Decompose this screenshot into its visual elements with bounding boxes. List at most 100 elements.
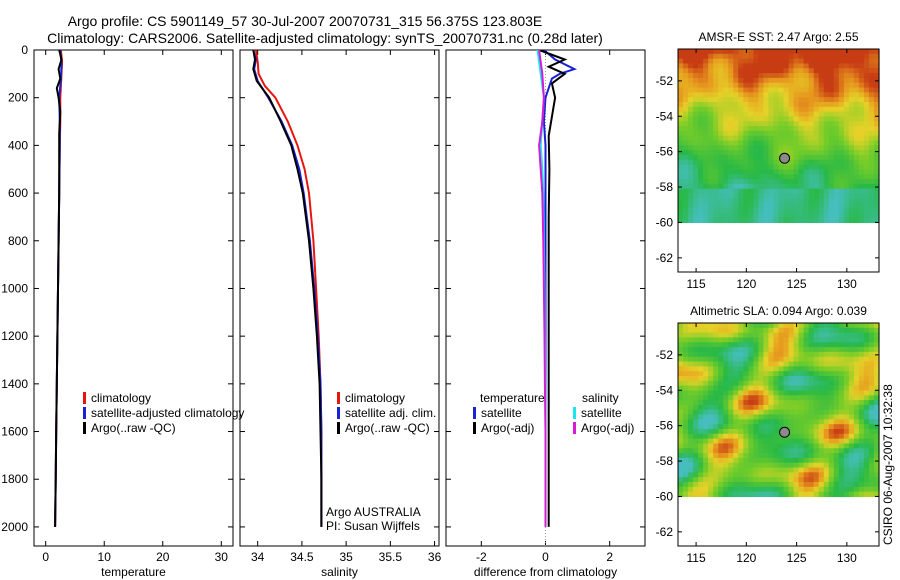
sla_map-cell — [678, 433, 684, 440]
sla_map-cell — [773, 380, 780, 387]
sla_map-cell — [678, 443, 684, 449]
sla_map-cell — [768, 380, 775, 387]
sla_map-cell — [733, 404, 739, 411]
sst_map-cell — [803, 121, 810, 127]
sla_map-cell — [748, 414, 754, 420]
sla_map-cell — [693, 332, 699, 339]
sst_map-cell — [823, 203, 830, 209]
sla_map-cell — [788, 376, 795, 382]
sla_map-cell — [798, 342, 805, 348]
sst_map-cell — [723, 82, 729, 89]
sla_map-cell — [738, 448, 744, 454]
sst_map-cell — [738, 193, 744, 199]
sla_map-cell — [833, 448, 840, 454]
sst_map-cell — [753, 169, 760, 175]
sst_map-cell — [723, 140, 729, 146]
sst_map-cell — [758, 130, 765, 137]
sst_map-cell — [708, 164, 714, 171]
sst_map-cell — [743, 203, 749, 209]
sla_map-cell — [723, 462, 729, 469]
sst_map-cell — [833, 49, 840, 55]
sst_map-cell — [718, 73, 724, 79]
sla_map-cell — [798, 380, 805, 387]
sst_map-cell — [858, 73, 865, 79]
sst_map-cell — [708, 203, 714, 209]
sla_map-cell — [723, 323, 729, 329]
sla_map-cell — [728, 337, 734, 343]
sst_map-cell — [833, 159, 840, 166]
sst_map-cell — [763, 111, 770, 118]
sla_map-cell — [713, 448, 719, 454]
sst_map-cell — [768, 140, 775, 146]
sla_map-cell — [873, 356, 880, 363]
sla_map-cell — [733, 395, 739, 401]
sst_map-cell — [753, 130, 760, 137]
sst_map-cell — [728, 77, 734, 84]
sst_map-cell — [803, 154, 810, 161]
sst_map-cell — [843, 77, 850, 84]
sla_map-cell — [818, 477, 825, 483]
sla_map-cell — [813, 400, 820, 406]
sla_map-cell — [793, 453, 800, 459]
sst_map-cell — [723, 92, 729, 98]
sst_map-cell — [773, 198, 780, 204]
sst_map-cell — [788, 198, 795, 204]
sst_map-cell — [728, 53, 734, 60]
sst_map-cell — [823, 58, 830, 65]
sst_map-cell — [773, 121, 780, 127]
sst_map-cell — [818, 102, 825, 108]
sla_map-cell — [718, 462, 724, 469]
sst_map-cell — [818, 203, 825, 209]
sst_map-cell — [728, 217, 734, 224]
sst_map-cell — [698, 97, 704, 103]
sst_map-cell — [698, 121, 704, 127]
sst_map-cell — [868, 58, 875, 65]
sst_map-cell — [858, 106, 865, 113]
sst_map-cell — [773, 164, 780, 171]
sla_map-cell — [808, 356, 815, 363]
sst_map-cell — [873, 188, 880, 195]
sla_map-cell — [698, 457, 704, 464]
sst_map-cell — [683, 203, 689, 209]
sst_map-cell — [708, 145, 714, 151]
sla_map-cell — [828, 371, 835, 377]
sla_map-cell — [683, 342, 689, 348]
sst_map-cell — [808, 145, 815, 151]
sla_map-cell — [798, 491, 805, 498]
sla_map-cell — [833, 371, 840, 377]
sst_map-cell — [713, 116, 719, 122]
sla_map-cell — [703, 380, 709, 387]
sla_map-cell — [733, 361, 739, 367]
sla_map-cell — [798, 395, 805, 401]
sla_map-cell — [813, 472, 820, 478]
sla_map-cell — [763, 472, 770, 478]
sst_map-cell — [748, 159, 754, 166]
sla_map-cell — [783, 491, 790, 498]
salinity-series-argo-raw-qc- — [252, 50, 323, 527]
sla_map-cell — [833, 395, 840, 401]
sst_map-cell — [683, 68, 689, 74]
sst_map-cell — [858, 68, 865, 74]
sla_map-cell — [868, 404, 875, 411]
sst_map-cell — [758, 63, 765, 69]
sla_map-cell — [788, 443, 795, 449]
sst_map-cell — [848, 121, 855, 127]
sst_map-cell — [803, 174, 810, 180]
sst_map-cell — [703, 106, 709, 113]
sla_map-cell — [863, 477, 870, 483]
sst_map-cell — [818, 130, 825, 137]
sla_map-cell — [723, 467, 729, 473]
sst_map-cell — [848, 164, 855, 171]
sst_map-cell — [768, 87, 775, 93]
sst_map-cell — [828, 169, 835, 175]
sla_map-cell — [833, 481, 840, 488]
sst_map-cell — [788, 174, 795, 180]
sla_map-cell — [678, 390, 684, 396]
sla_map-cell — [823, 400, 830, 406]
sla_map-cell — [758, 409, 765, 416]
sla_map-cell — [833, 453, 840, 459]
sla_map-cell — [683, 385, 689, 392]
sst_map-cell — [808, 53, 815, 60]
sla_map-cell — [873, 448, 880, 454]
sst_map-cell — [793, 188, 800, 195]
